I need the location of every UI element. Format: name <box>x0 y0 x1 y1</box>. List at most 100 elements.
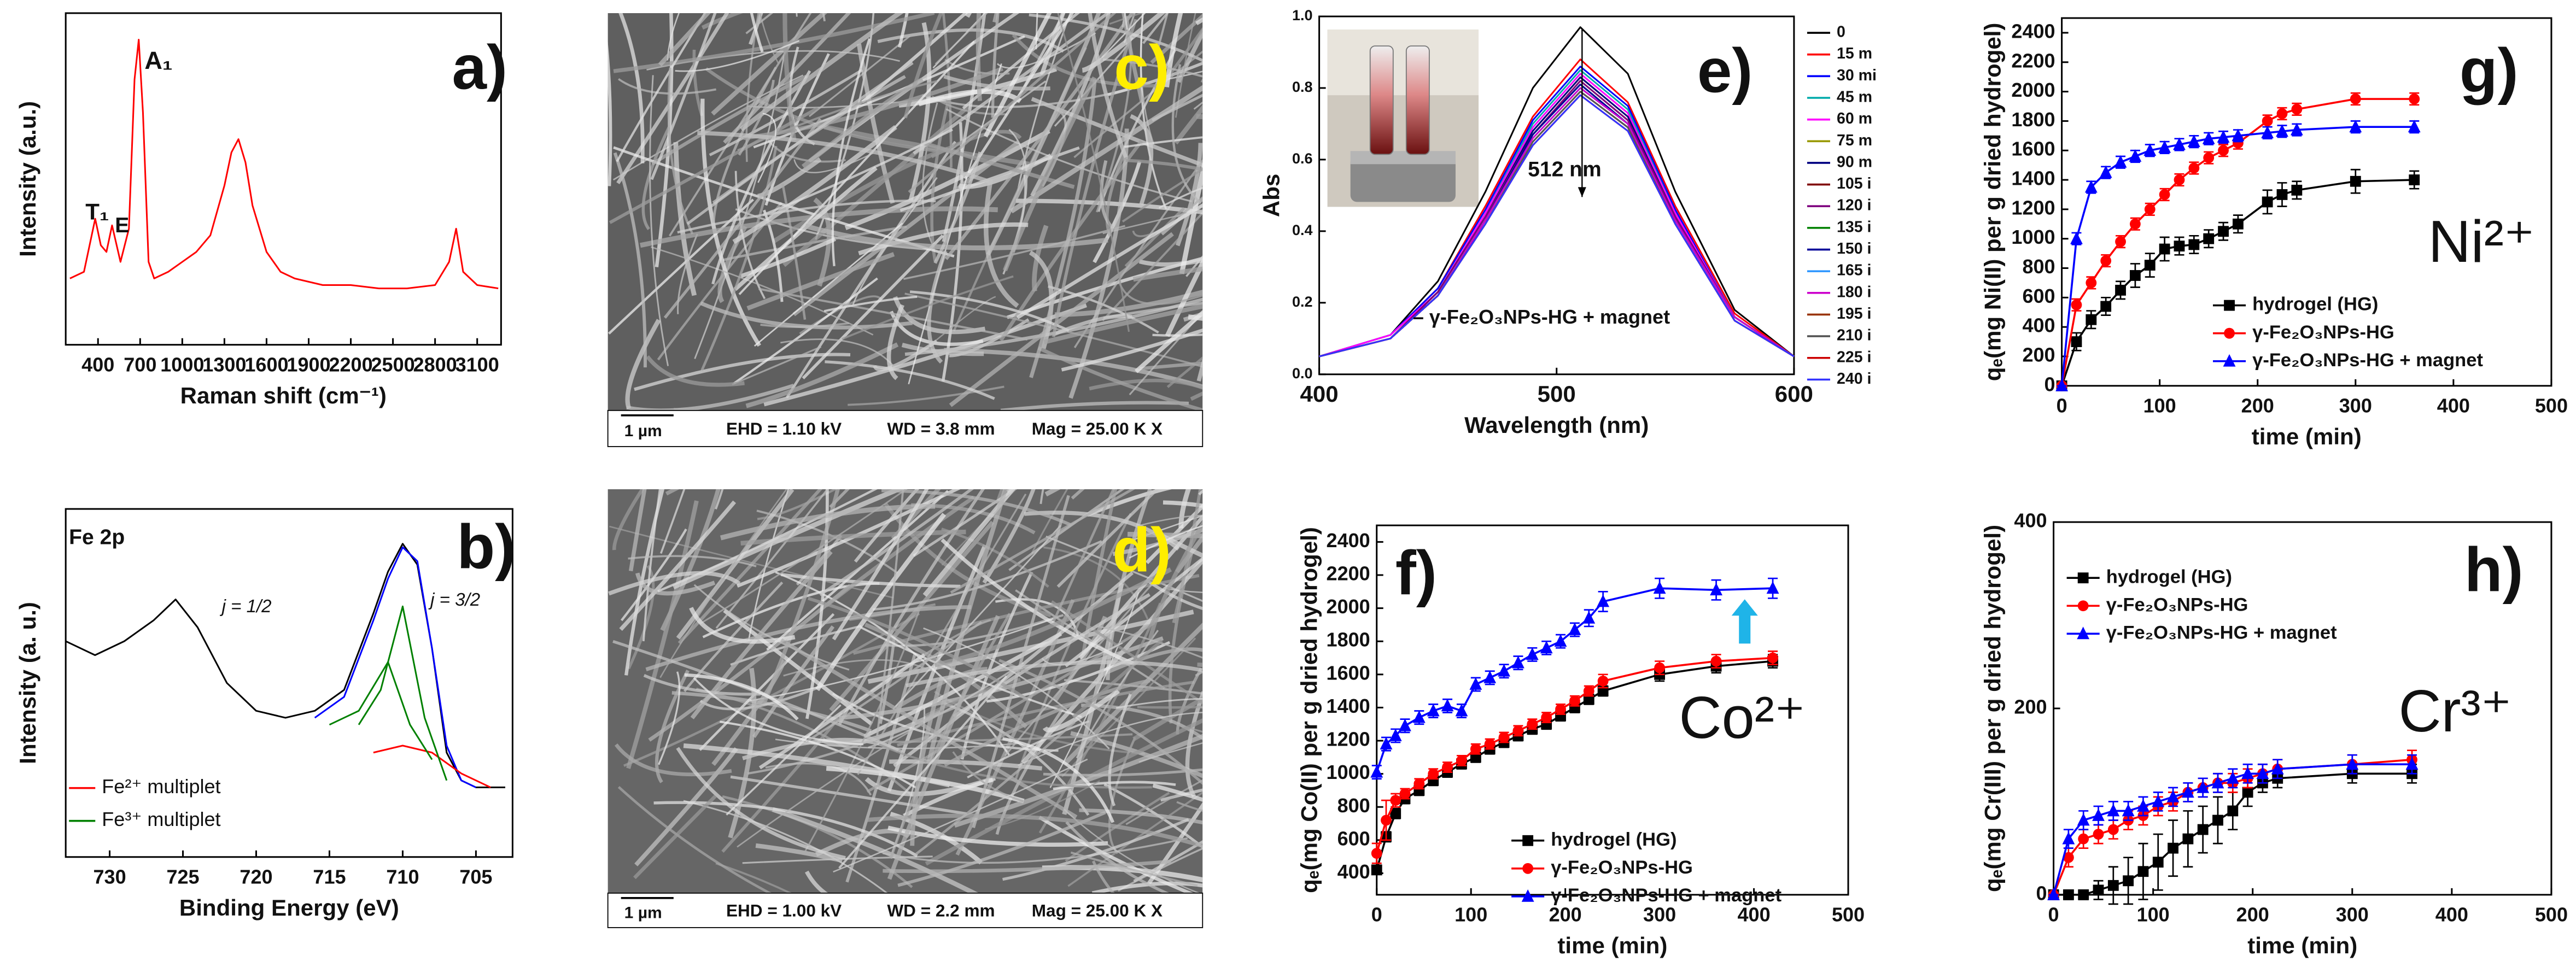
legend-label: 120 i <box>1837 197 1871 214</box>
marker <box>2093 884 2104 895</box>
marker <box>1441 699 1454 711</box>
x-tick-label: 400 <box>2435 903 2468 925</box>
marker <box>1555 634 1567 647</box>
x-tick-label: 705 <box>459 865 492 888</box>
legend-label: 60 m <box>1837 110 1872 127</box>
marker <box>2159 189 2170 200</box>
y-tick-label: 2000 <box>1327 595 1370 618</box>
sem-info-text: Mag = 25.00 K X <box>1032 901 1163 921</box>
scale-bar-label: 1 µm <box>624 422 662 440</box>
y-tick-label: 1200 <box>1327 728 1370 751</box>
marker <box>1568 623 1581 635</box>
fiber <box>1199 75 1270 381</box>
y-tick-label: 0 <box>2036 882 2047 904</box>
y-tick-label: 0.2 <box>1292 294 1313 310</box>
y-tick-label: 600 <box>2022 285 2055 307</box>
marker <box>2078 572 2089 583</box>
y-tick-label: 800 <box>1337 794 1370 817</box>
x-tick-label: 2800 <box>413 353 457 376</box>
marker <box>1456 755 1467 766</box>
marker <box>2100 255 2111 266</box>
y-tick-label: 2000 <box>2011 79 2055 101</box>
marker <box>2138 866 2149 877</box>
x-tick-label: 400 <box>1300 381 1339 407</box>
marker <box>2233 219 2244 230</box>
marker <box>2242 787 2253 798</box>
y-tick-label: 0 <box>2045 373 2055 395</box>
marker <box>2130 270 2141 281</box>
x-tick-label: 100 <box>1455 903 1487 925</box>
chart-panel: 0100200300400500020040060080010001200140… <box>1980 18 2568 449</box>
panel-label: b) <box>457 512 516 582</box>
marker <box>1381 815 1392 826</box>
marker <box>1498 664 1510 677</box>
y-tick-label: 400 <box>1337 860 1370 883</box>
annotation: j = 3/2 <box>428 590 480 610</box>
marker <box>1526 648 1539 660</box>
marker <box>1413 711 1426 723</box>
y-tick-label: 1600 <box>2011 138 2055 160</box>
panel-label: g) <box>2460 36 2519 106</box>
marker <box>2203 233 2214 244</box>
annotation: Ni²⁺ <box>2428 208 2535 274</box>
marker <box>1540 641 1553 653</box>
marker <box>2168 843 2178 854</box>
marker <box>1541 712 1552 723</box>
scale-bar-label: 1 µm <box>624 904 662 922</box>
annotation: E <box>115 214 129 237</box>
y-axis-label: qₑ(mg Cr(III) per g dried hydrogel) <box>1980 525 2006 892</box>
marker <box>2350 93 2361 104</box>
marker <box>2115 236 2126 247</box>
marker <box>2182 834 2193 845</box>
marker <box>2277 189 2288 200</box>
x-tick-label: 100 <box>2143 394 2176 417</box>
marker <box>2145 204 2156 215</box>
marker <box>2212 815 2223 826</box>
marker <box>2130 219 2141 230</box>
x-tick-label: 0 <box>1371 903 1382 925</box>
y-tick-label: 400 <box>2022 314 2055 337</box>
marker <box>1555 704 1566 715</box>
marker <box>2078 889 2089 900</box>
x-tick-label: 300 <box>2336 903 2369 925</box>
marker <box>2277 108 2288 119</box>
marker <box>2174 241 2185 251</box>
marker <box>1569 695 1580 706</box>
x-tick-label: 1000 <box>160 353 204 376</box>
marker <box>1584 685 1594 696</box>
y-tick-label: 1200 <box>2011 196 2055 219</box>
legend-label: hydrogel (HG) <box>1551 829 1677 850</box>
panel-label: a) <box>452 33 508 102</box>
marker <box>2108 880 2119 891</box>
x-tick-label: 710 <box>386 865 419 888</box>
x-tick-label: 200 <box>2236 903 2269 925</box>
x-tick-label: 0 <box>2057 394 2067 417</box>
sem-info-text: WD = 2.2 mm <box>887 901 995 921</box>
x-tick-label: 500 <box>2535 903 2568 925</box>
marker <box>2188 239 2199 250</box>
marker <box>2203 153 2214 163</box>
x-tick-label: 200 <box>1549 903 1582 925</box>
fiber <box>1198 665 1450 705</box>
marker <box>1512 656 1524 669</box>
x-tick-label: 1300 <box>202 353 246 376</box>
y-tick-label: 1000 <box>1327 761 1370 783</box>
y-tick-label: 200 <box>2022 343 2055 366</box>
page-body: 40070010001300160019002200250028003100Ra… <box>0 0 2576 967</box>
fiber <box>1196 0 1298 24</box>
x-axis-label: Binding Energy (eV) <box>179 895 399 921</box>
annotation: Co²⁺ <box>1679 684 1806 751</box>
annotation: j = 1/2 <box>220 596 272 617</box>
fiber <box>1188 317 1534 417</box>
panel-label: d) <box>1112 515 1171 585</box>
annotation: Fe 2p <box>69 525 125 549</box>
marker <box>2224 328 2235 339</box>
marker <box>1371 864 1382 875</box>
marker <box>1428 769 1439 780</box>
marker <box>2262 115 2273 126</box>
x-tick-label: 500 <box>1832 903 1865 925</box>
legend-label: 150 i <box>1837 240 1871 257</box>
inset-photo <box>1328 30 1479 207</box>
x-tick-label: 1900 <box>287 353 330 376</box>
y-axis-label: qₑ(mg Ni(II) per g dried hydrogel) <box>1980 23 2006 382</box>
